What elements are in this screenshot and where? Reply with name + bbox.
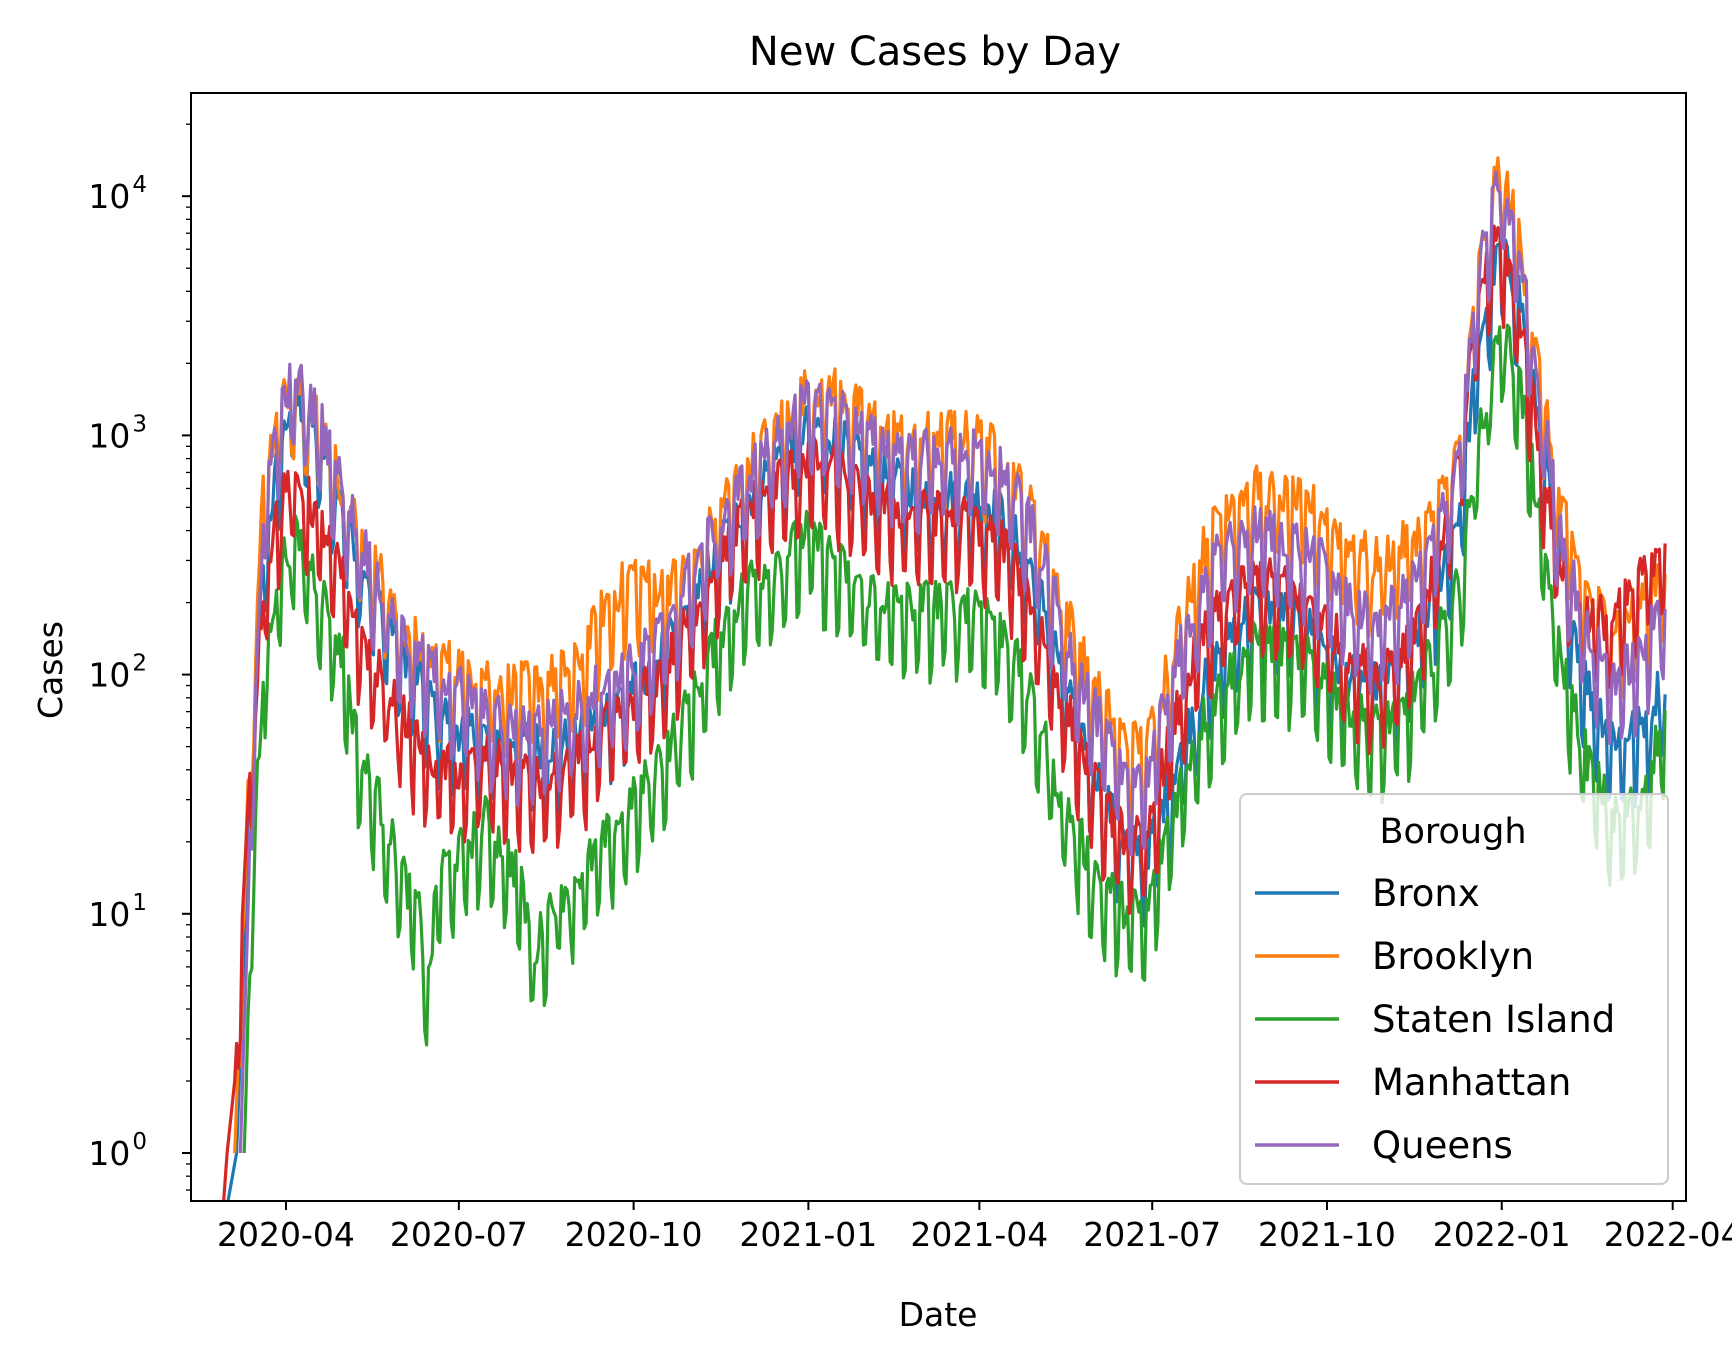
plot-frame xyxy=(190,92,1687,1202)
x-tick-label-2021-07: 2021-07 xyxy=(1083,1215,1221,1254)
y-axis-label: Cases xyxy=(31,621,70,719)
series-line-queens xyxy=(238,170,1667,1154)
x-tick-label-2022-01: 2022-01 xyxy=(1433,1215,1571,1254)
chart-title: New Cases by Day xyxy=(749,29,1121,75)
x-axis: 2020-04 2020-07 2020-10 2021-01 2021-04 2021-… xyxy=(217,1201,1732,1254)
x-tick-label-2020-10: 2020-10 xyxy=(565,1215,703,1254)
series-line-staten-island xyxy=(242,323,1667,1154)
legend-label-brooklyn: Brooklyn xyxy=(1372,935,1534,978)
x-tick-label-2020-04: 2020-04 xyxy=(217,1215,355,1254)
x-axis-label: Date xyxy=(899,1295,978,1334)
legend-label-queens: Queens xyxy=(1372,1124,1513,1167)
x-tick-label-2020-07: 2020-07 xyxy=(390,1215,528,1254)
legend: Borough Bronx Brooklyn Staten Island Manhat… xyxy=(1239,793,1669,1185)
x-tick-label-2021-10: 2021-10 xyxy=(1258,1215,1396,1254)
legend-title: Borough xyxy=(1379,812,1526,852)
legend-label-staten-island: Staten Island xyxy=(1372,998,1615,1041)
series-layer xyxy=(222,156,1667,1201)
x-tick-label-2022-04: 2022-04 xyxy=(1604,1215,1732,1254)
y-tick-label-10000: 104 xyxy=(88,172,147,216)
x-tick-label-2021-01: 2021-01 xyxy=(739,1215,877,1254)
legend-entries: Bronx Brooklyn Staten Island Manhattan Queen… xyxy=(1255,872,1615,1167)
x-tick-label-2021-04: 2021-04 xyxy=(910,1215,1048,1254)
plot-area xyxy=(190,92,1687,1202)
legend-box xyxy=(1239,793,1669,1185)
series-line-manhattan xyxy=(222,224,1667,1201)
legend-label-bronx: Bronx xyxy=(1372,872,1480,915)
legend-label-manhattan: Manhattan xyxy=(1372,1061,1571,1104)
